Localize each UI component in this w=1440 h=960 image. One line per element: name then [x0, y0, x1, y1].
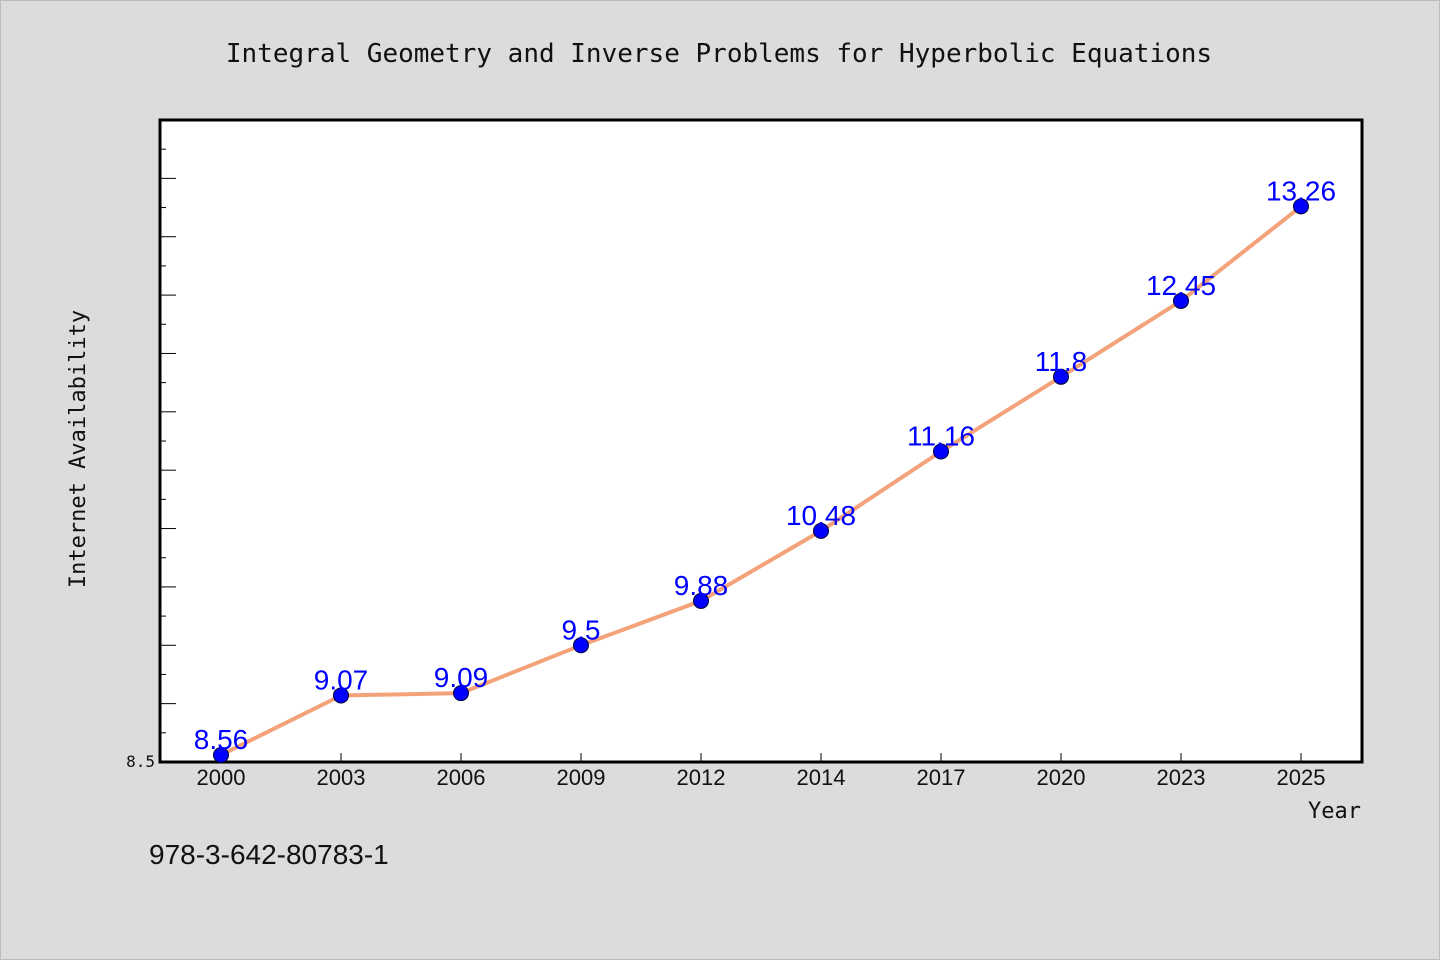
x-tick-label: 2014: [797, 765, 846, 790]
footer-code: 978-3-642-80783-1: [149, 839, 389, 870]
x-tick-label: 2003: [317, 765, 366, 790]
data-point: [1173, 292, 1189, 309]
data-label: 10.48: [786, 500, 856, 531]
data-point: [693, 592, 709, 609]
chart-title: Integral Geometry and Inverse Problems f…: [226, 39, 1212, 69]
data-label: 11.16: [907, 421, 975, 452]
series-line: [219, 204, 1303, 757]
data-label: 13.26: [1266, 175, 1336, 206]
plot-area: [158, 118, 1364, 764]
x-tick-label: 2023: [1157, 765, 1206, 790]
y-axis-label: Internet Availability: [66, 310, 91, 588]
data-label: 9.07: [314, 664, 369, 695]
x-tick-label: 2017: [917, 765, 966, 790]
data-point: [1293, 198, 1309, 215]
x-tick-label: 2012: [677, 765, 726, 790]
x-tick-label: 2000: [197, 765, 246, 790]
x-tick-labels: 2000 2003 2006 2009 2012 2014 2017 2020 2023 2025: [197, 765, 1326, 790]
y-tick-label: 8.5: [126, 752, 155, 771]
data-point: [213, 746, 229, 763]
y-axis-ticks: [160, 148, 176, 734]
data-label: 12.45: [1146, 270, 1216, 301]
x-tick-label: 2009: [557, 765, 606, 790]
data-label: 8.56: [194, 724, 249, 755]
data-label: 11.8: [1035, 346, 1087, 377]
series-group: [213, 198, 1309, 763]
data-labels: 8.56 9.07 9.09 9.5 9.88 10.48 11.16 11.8 12.45 13…: [194, 175, 1336, 755]
data-point: [333, 687, 349, 704]
x-tick-label: 2020: [1037, 765, 1086, 790]
data-point: [1053, 368, 1069, 385]
data-point: [573, 637, 589, 654]
data-label: 9.88: [674, 570, 729, 601]
x-tick-label: 2025: [1277, 765, 1326, 790]
data-label: 9.5: [562, 614, 601, 645]
data-point: [453, 685, 469, 702]
data-point: [933, 443, 949, 460]
x-tick-label: 2006: [437, 765, 486, 790]
x-axis-label: Year: [1308, 799, 1361, 824]
data-label: 9.09: [434, 662, 489, 693]
data-point: [813, 522, 829, 539]
